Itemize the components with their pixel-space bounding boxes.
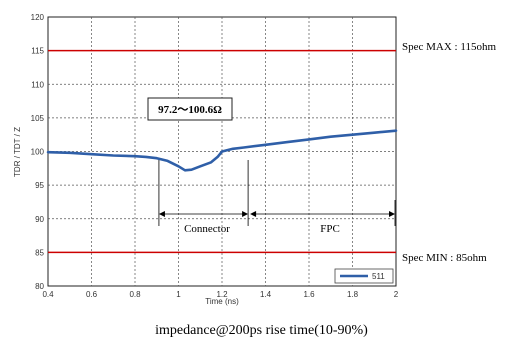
y-tick-labels: 80 85 90 95 100 105 110 115 120 bbox=[31, 13, 45, 291]
series-group bbox=[46, 129, 398, 172]
spec-lines bbox=[48, 49, 396, 254]
y-tick-label: 115 bbox=[31, 47, 44, 56]
y-tick-label: 85 bbox=[35, 248, 44, 257]
x-tick-label: 1 bbox=[176, 290, 181, 299]
y-tick-label: 90 bbox=[35, 215, 44, 224]
impedance-box-label: 97.2～100.6Ω bbox=[158, 104, 222, 116]
series-line-511 bbox=[46, 129, 398, 172]
x-tick-label: 1.4 bbox=[260, 290, 272, 299]
x-tick-labels: 0.4 0.6 0.8 1 1.2 1.4 1.6 1.8 2 bbox=[42, 290, 398, 299]
annotations bbox=[158, 160, 396, 226]
legend-entry: 511 bbox=[372, 272, 385, 281]
y-axis-label: TDR / TDT / Z bbox=[13, 127, 22, 177]
fpc-arrow-head-left bbox=[250, 211, 257, 217]
y-tick-label: 80 bbox=[35, 282, 44, 291]
x-tick-label: 0.4 bbox=[42, 290, 54, 299]
spec-max-label: Spec MAX : 115ohm bbox=[402, 41, 496, 53]
impedance-box bbox=[147, 97, 233, 121]
y-tick-label: 110 bbox=[31, 80, 44, 89]
connector-arrow-head-left bbox=[158, 211, 165, 217]
y-tick-label: 120 bbox=[31, 13, 45, 22]
spec-min-label: Spec MIN : 85ohm bbox=[402, 252, 487, 264]
connector-arrow-head-right bbox=[242, 211, 249, 217]
x-tick-label: 1.6 bbox=[303, 290, 315, 299]
fpc-arrow-head-right bbox=[389, 211, 395, 217]
figure-caption: impedance@200ps rise time(10-90%) bbox=[155, 323, 368, 338]
y-tick-label: 105 bbox=[31, 114, 45, 123]
connector-label: Connector bbox=[184, 223, 230, 235]
x-axis-label: Time (ns) bbox=[205, 297, 239, 306]
tdr-chart: 0.4 0.6 0.8 1 1.2 1.4 1.6 1.8 2 80 85 90 95 100 105 11… bbox=[13, 13, 496, 306]
x-tick-label: 0.6 bbox=[86, 290, 98, 299]
y-tick-label: 95 bbox=[35, 181, 44, 190]
x-tick-label: 2 bbox=[394, 290, 399, 299]
y-tick-label: 100 bbox=[31, 148, 45, 157]
x-tick-label: 0.8 bbox=[129, 290, 141, 299]
x-tick-label: 1.2 bbox=[216, 290, 228, 299]
fpc-label: FPC bbox=[320, 223, 340, 235]
x-tick-label: 1.8 bbox=[347, 290, 359, 299]
